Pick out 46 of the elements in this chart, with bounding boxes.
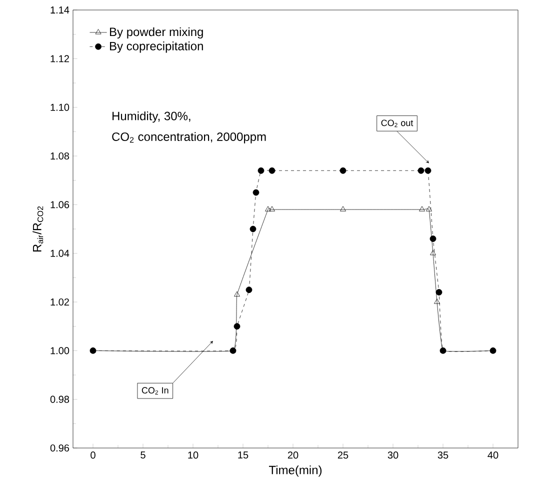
point (234, 291, 240, 296)
point (246, 286, 252, 294)
point (419, 206, 425, 212)
y-tick-label: 1.10 (50, 104, 70, 111)
point (268, 167, 276, 174)
point (340, 167, 346, 174)
x-tick-label: 20 (288, 452, 298, 459)
point (250, 226, 256, 232)
x-tick-label: 15 (238, 452, 248, 459)
legend-label: By powder mixing (110, 27, 203, 39)
point (424, 167, 432, 174)
x-tick-label: 25 (338, 452, 348, 459)
y-axis-title: R$_{air}$/R$_{CO2}$ (32, 206, 44, 252)
point (258, 167, 264, 174)
x-tick-label: 5 (140, 452, 146, 459)
y-tick-label: 0.96 (50, 444, 70, 452)
y-tick-label: 1.00 (50, 347, 70, 354)
point (426, 206, 432, 212)
point (436, 289, 442, 296)
y-tick-label: 1.04 (50, 250, 70, 257)
point (434, 298, 440, 304)
point (265, 206, 271, 212)
annotation: CO$_{2}$ In (142, 387, 168, 395)
annotation: CO$_{2}$ concentration, 2000ppm (112, 132, 266, 144)
y-tick-label: 1.08 (50, 152, 70, 160)
annotation: Humidity, 30%, (112, 111, 190, 123)
point (418, 167, 424, 174)
x-tick-label: 35 (438, 452, 448, 459)
y-tick-label: 1.02 (50, 298, 69, 306)
legend-label: By coprecipitation (110, 42, 203, 53)
y-tick-label: 0.98 (50, 396, 70, 403)
point (430, 236, 436, 242)
y-tick-label: 1.06 (50, 201, 70, 208)
point (269, 206, 275, 212)
y-tick-label: 1.12 (50, 55, 69, 62)
x-axis-title: Time(min) (268, 465, 322, 477)
point (234, 323, 240, 330)
point (340, 206, 346, 212)
x-tick-label: 0 (90, 452, 96, 459)
y-tick-label: 1.14 (50, 6, 70, 14)
x-tick-label: 40 (488, 452, 498, 459)
annotation: CO$_{2}$ out (381, 120, 414, 128)
point (430, 250, 436, 256)
x-tick-label: 30 (388, 452, 398, 459)
point (252, 189, 260, 196)
x-tick-label: 10 (188, 452, 198, 459)
